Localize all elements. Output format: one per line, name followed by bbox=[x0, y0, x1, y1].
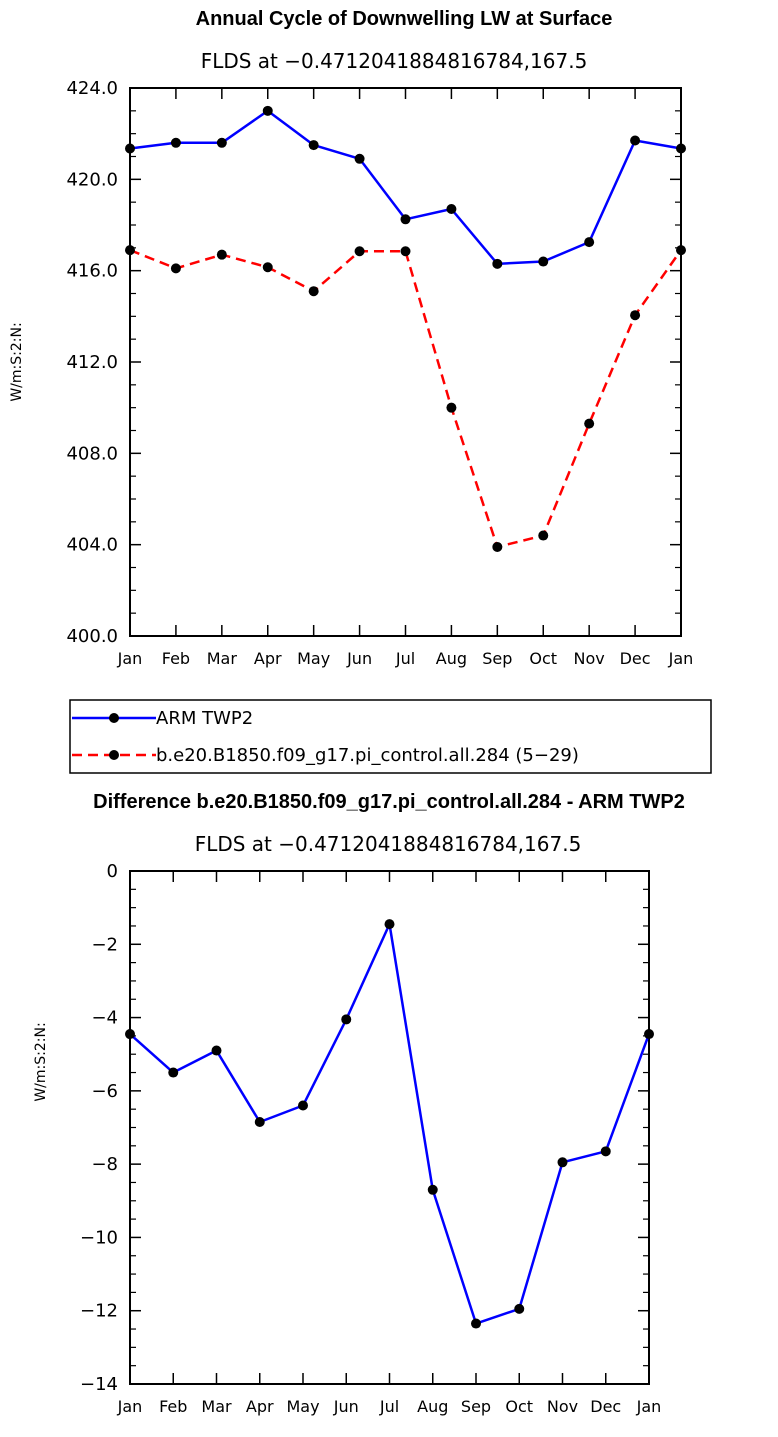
chart1-series-0-line bbox=[129, 109, 682, 266]
chart1-series-1-point bbox=[400, 246, 411, 257]
chart2-xtick-label: May bbox=[286, 1397, 319, 1416]
chart1-xtick-label: Jan bbox=[668, 649, 694, 668]
legend-box bbox=[69, 699, 712, 774]
chart1-series-0-point bbox=[216, 137, 227, 148]
chart1-series-1-point bbox=[676, 245, 686, 256]
chart1-series-0-point bbox=[446, 204, 457, 215]
chart2-series-0-point bbox=[600, 1146, 611, 1157]
chart1-xtick-label: Dec bbox=[620, 649, 651, 668]
chart1-series-0-point bbox=[262, 105, 273, 116]
chart2-subtitle: FLDS at −0.4712041884816784,167.5 bbox=[195, 832, 582, 856]
chart1-series-0-point bbox=[492, 258, 503, 269]
chart1-xtick-label: Sep bbox=[482, 649, 512, 668]
chart1-xtick-label: Jul bbox=[395, 649, 415, 668]
chart2-ytick-label: −12 bbox=[80, 1301, 118, 1322]
chart2-xtick-label: Jul bbox=[379, 1397, 399, 1416]
chart2-ylabel: W/m:S:2:N: bbox=[33, 1022, 49, 1101]
chart2-series-0-point bbox=[384, 919, 395, 930]
chart1-series-1-point bbox=[446, 402, 457, 413]
chart1-subtitle: FLDS at −0.4712041884816784,167.5 bbox=[201, 49, 588, 73]
chart1-plot-frame bbox=[129, 87, 682, 637]
chart1-series-1-point bbox=[538, 530, 549, 541]
chart1-xtick-label: May bbox=[297, 649, 330, 668]
chart1-series-1-point bbox=[216, 249, 227, 260]
chart1-series-0-point bbox=[125, 143, 135, 154]
chart1-series-1-point bbox=[125, 245, 135, 256]
chart1-ytick-label: 416.0 bbox=[66, 261, 118, 282]
chart2-xtick-label: Jan bbox=[117, 1397, 143, 1416]
chart2-series-0-point bbox=[168, 1067, 179, 1078]
chart2-series-0-point bbox=[254, 1117, 265, 1128]
chart1-xtick-label: Jun bbox=[346, 649, 372, 668]
chart1-series-0-point bbox=[584, 237, 595, 248]
chart1-ylabel: W/m:S:2:N: bbox=[9, 322, 25, 401]
chart2-xtick-label: Apr bbox=[246, 1397, 274, 1416]
chart1-xtick-label: Mar bbox=[207, 649, 238, 668]
chart1-xtick-label: Aug bbox=[436, 649, 467, 668]
chart2-ytick-label: −10 bbox=[80, 1227, 118, 1248]
chart2-series-0-point bbox=[557, 1157, 568, 1168]
chart2-xtick-label: Sep bbox=[461, 1397, 491, 1416]
chart1-series-1-point bbox=[308, 286, 319, 297]
chart2-series-0-point bbox=[471, 1318, 481, 1329]
chart1-series-1-point bbox=[170, 263, 181, 274]
chart1-xtick-label: Oct bbox=[529, 649, 557, 668]
legend-marker-arm bbox=[109, 713, 119, 723]
chart2-ytick-label: −14 bbox=[80, 1374, 118, 1395]
chart2-plot-frame bbox=[129, 870, 650, 1385]
chart1-series-1-point bbox=[262, 262, 273, 273]
chart2-title: Difference b.e20.B1850.f09_g17.pi_contro… bbox=[93, 791, 685, 813]
chart1-xtick-label: Nov bbox=[574, 649, 605, 668]
chart1-series-1-point bbox=[630, 310, 641, 321]
chart2-xtick-label: Aug bbox=[417, 1397, 448, 1416]
chart1-ytick-label: 408.0 bbox=[66, 443, 118, 464]
chart2-ytick-label: −2 bbox=[91, 934, 118, 955]
chart1-ytick-label: 400.0 bbox=[66, 626, 118, 647]
legend-marker-model bbox=[109, 750, 119, 760]
chart2-ytick-label: 0 bbox=[107, 861, 118, 882]
chart2-xtick-label: Dec bbox=[590, 1397, 621, 1416]
chart2-xtick-label: Oct bbox=[505, 1397, 533, 1416]
chart2-series-0-point bbox=[125, 1029, 135, 1040]
chart2-ytick-label: −4 bbox=[91, 1008, 118, 1029]
chart2-xtick-label: Nov bbox=[547, 1397, 578, 1416]
chart1-series-0-point bbox=[170, 137, 181, 148]
chart1-series-0-point bbox=[630, 135, 641, 146]
chart1-series-1-point bbox=[492, 541, 503, 552]
chart1-xtick-label: Apr bbox=[254, 649, 282, 668]
chart2-series-0-point bbox=[514, 1303, 525, 1314]
chart1-series-0-point bbox=[538, 256, 549, 267]
chart2-series-0-point bbox=[427, 1184, 438, 1195]
legend: ARM TWP2 b.e20.B1850.f09_g17.pi_control.… bbox=[69, 699, 712, 774]
chart1-title: Annual Cycle of Downwelling LW at Surfac… bbox=[196, 8, 613, 30]
chart1-xtick-label: Jan bbox=[117, 649, 143, 668]
chart1-ytick-label: 424.0 bbox=[66, 78, 118, 99]
chart2-ytick-label: −8 bbox=[91, 1154, 118, 1175]
chart1-series-0-point bbox=[676, 143, 686, 154]
chart1-series-0-point bbox=[354, 153, 365, 164]
chart2-xtick-label: Jan bbox=[636, 1397, 662, 1416]
chart2-series-0-point bbox=[644, 1029, 654, 1040]
chart2-series-0-point bbox=[298, 1100, 308, 1111]
chart2-ytick-label: −6 bbox=[91, 1081, 118, 1102]
chart2-xtick-label: Jun bbox=[333, 1397, 359, 1416]
chart1-ytick-label: 420.0 bbox=[66, 169, 118, 190]
chart2-xtick-label: Feb bbox=[159, 1397, 187, 1416]
legend-label-model: b.e20.B1850.f09_g17.pi_control.all.284 (… bbox=[156, 745, 579, 766]
chart1-ytick-label: 412.0 bbox=[66, 352, 118, 373]
chart1-series-0-point bbox=[400, 214, 411, 225]
chart1-series-1-point bbox=[584, 418, 595, 429]
chart1-series-0-point bbox=[308, 140, 319, 151]
chart2-series-0-point bbox=[341, 1014, 352, 1025]
chart2-series-0-point bbox=[211, 1045, 222, 1056]
chart2-series-0-line bbox=[129, 922, 651, 1325]
chart2-xtick-label: Mar bbox=[201, 1397, 232, 1416]
legend-label-arm: ARM TWP2 bbox=[156, 708, 253, 729]
chart1-ytick-label: 404.0 bbox=[66, 535, 118, 556]
chart1-series-1-line bbox=[129, 248, 683, 549]
chart1-series-1-point bbox=[354, 246, 365, 257]
chart1-xtick-label: Feb bbox=[162, 649, 190, 668]
